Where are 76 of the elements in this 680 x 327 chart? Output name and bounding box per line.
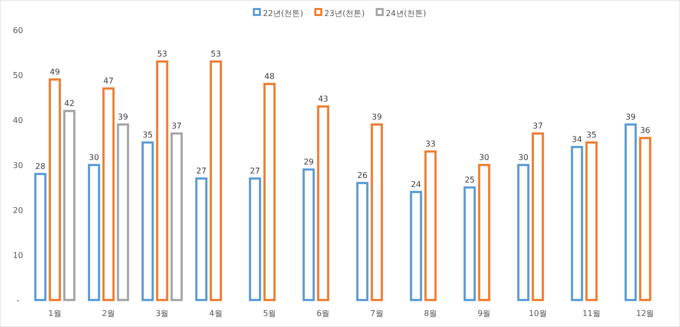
y-tick-label: 10 xyxy=(12,251,24,260)
bar xyxy=(195,177,208,302)
bar xyxy=(142,141,154,302)
bar xyxy=(478,164,490,302)
bar xyxy=(424,150,437,302)
data-label: 34 xyxy=(572,135,582,144)
y-tick-label: - xyxy=(16,296,20,305)
bar xyxy=(156,60,168,302)
bar xyxy=(263,82,276,302)
x-tick-label: 12월 xyxy=(636,309,654,318)
y-tick-label: 50 xyxy=(12,71,24,80)
data-label: 26 xyxy=(357,171,368,180)
x-tick-label: 11월 xyxy=(582,309,601,318)
x-tick-label: 5월 xyxy=(262,309,276,318)
data-label: 24 xyxy=(410,180,422,189)
data-label: 29 xyxy=(304,158,314,166)
x-tick-label: 1월 xyxy=(48,309,62,318)
y-tick-label: 60 xyxy=(12,26,24,35)
legend-label: 24년(천톤) xyxy=(386,9,426,18)
x-tick-label: 8월 xyxy=(424,309,438,318)
bar xyxy=(102,87,115,302)
bar xyxy=(532,132,544,302)
bar xyxy=(464,186,476,302)
bar xyxy=(170,132,183,302)
data-label: 39 xyxy=(626,112,636,122)
y-tick-label: 20 xyxy=(12,206,24,215)
data-label: 36 xyxy=(640,126,650,135)
data-label: 39 xyxy=(118,112,128,122)
x-tick-label: 3월 xyxy=(156,309,169,318)
x-tick-label: 7월 xyxy=(370,309,384,318)
legend-label: 22년(천톤) xyxy=(262,9,304,18)
data-label: 35 xyxy=(586,130,597,140)
x-tick-label: 4월 xyxy=(209,309,222,318)
x-tick-label: 10월 xyxy=(528,309,547,318)
data-label: 35 xyxy=(142,130,153,140)
y-tick-label: 30 xyxy=(12,161,24,170)
data-label: 27 xyxy=(250,166,260,176)
bar xyxy=(63,110,76,302)
bar xyxy=(48,78,61,302)
data-label: 49 xyxy=(50,68,60,76)
data-label: 43 xyxy=(318,94,328,104)
data-label: 47 xyxy=(103,76,114,86)
legend-label: 23년(천톤) xyxy=(324,9,365,18)
x-tick-label: 9월 xyxy=(478,309,491,318)
bar xyxy=(624,123,637,302)
data-label: 25 xyxy=(464,176,475,184)
data-label: 30 xyxy=(518,153,528,162)
bar xyxy=(517,164,530,302)
bar xyxy=(317,105,330,302)
data-label: 28 xyxy=(35,162,46,171)
bar xyxy=(302,168,315,302)
y-tick-label: 40 xyxy=(12,116,24,125)
bar xyxy=(370,123,383,302)
bar xyxy=(639,136,652,302)
data-label: 37 xyxy=(172,122,182,130)
data-label: 37 xyxy=(532,122,543,130)
bar xyxy=(585,141,598,302)
bar xyxy=(34,172,46,302)
data-label: 48 xyxy=(264,72,275,81)
x-tick-label: 6월 xyxy=(316,309,330,318)
bar xyxy=(410,190,422,302)
bar xyxy=(570,146,584,302)
data-label: 53 xyxy=(210,50,221,58)
data-label: 27 xyxy=(196,166,206,176)
bar xyxy=(116,123,130,302)
data-label: 53 xyxy=(157,50,168,58)
bar xyxy=(248,177,262,302)
data-label: 30 xyxy=(88,153,100,162)
data-label: 39 xyxy=(372,112,382,122)
bar xyxy=(210,60,222,302)
x-tick-label: 2월 xyxy=(102,309,116,318)
data-label: 42 xyxy=(64,99,74,108)
bar xyxy=(356,182,368,302)
data-label: 33 xyxy=(425,140,436,148)
data-label: 30 xyxy=(479,153,490,162)
bar xyxy=(88,164,100,302)
